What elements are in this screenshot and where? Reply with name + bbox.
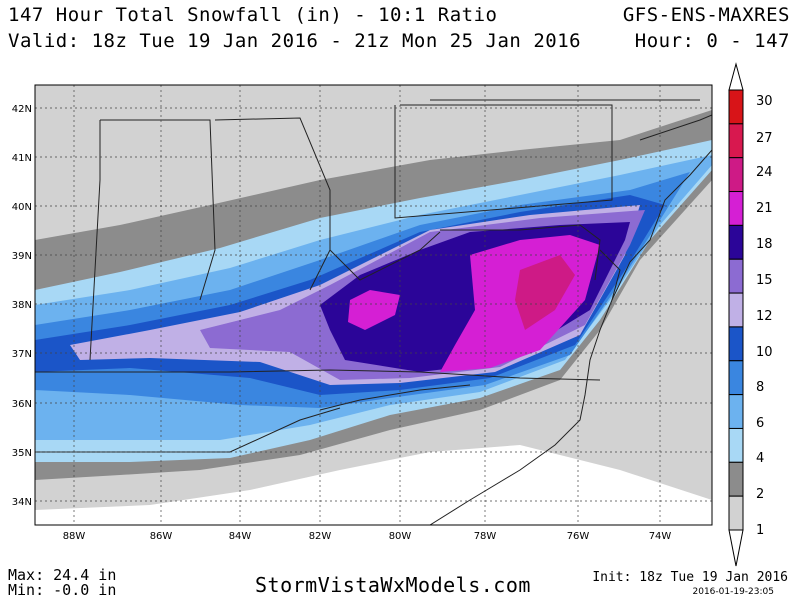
colorbar-swatch <box>728 427 744 463</box>
min-value: Min: -0.0 in <box>8 581 117 599</box>
colorbar-label: 6 <box>756 416 764 431</box>
lat-label: 35N <box>12 448 32 459</box>
lat-labels: 42N 41N 40N 39N 38N 37N 36N 35N 34N <box>12 104 32 508</box>
lat-label: 37N <box>12 349 32 360</box>
colorbar-label: 4 <box>756 451 764 466</box>
lat-label: 40N <box>12 202 32 213</box>
state-borders <box>35 99 712 453</box>
colorbar-label: 21 <box>756 201 773 216</box>
colorbar-label: 10 <box>756 345 773 360</box>
colorbar-top-arrow <box>728 62 744 91</box>
lon-labels: 88W 86W 84W 82W 80W 78W 76W 74W <box>63 531 672 542</box>
site-credit: StormVistaWxModels.com <box>255 573 531 597</box>
lat-label: 39N <box>12 251 32 262</box>
colorbar-swatch <box>728 326 744 362</box>
colorbar-label: 12 <box>756 309 773 324</box>
coastline <box>429 149 712 525</box>
generated-stamp: 2016-01-19-23:05 <box>692 587 775 597</box>
init-time: Init: 18z Tue 19 Jan 2016 <box>592 570 788 585</box>
lon-label: 80W <box>389 531 412 542</box>
colorbar-swatch <box>728 360 744 396</box>
colorbar-swatch <box>728 292 744 328</box>
lon-label: 78W <box>474 531 497 542</box>
colorbar-bottom-arrow <box>728 529 744 567</box>
lat-label: 42N <box>12 104 32 115</box>
lat-label: 41N <box>12 153 32 164</box>
colorbar-label: 2 <box>756 487 764 502</box>
colorbar-label: 24 <box>756 165 773 180</box>
colorbar-swatch <box>728 461 744 497</box>
forecast-hours: Hour: 0 - 147 <box>634 30 790 52</box>
lon-label: 76W <box>567 531 590 542</box>
lon-label: 88W <box>63 531 86 542</box>
colorbar-label: 18 <box>756 237 773 252</box>
lon-label: 74W <box>649 531 672 542</box>
band-24in <box>515 255 575 330</box>
lon-label: 84W <box>229 531 252 542</box>
band-21in-west <box>348 290 400 330</box>
lat-label: 36N <box>12 399 32 410</box>
colorbar-swatch <box>728 394 744 429</box>
colorbar-swatch <box>728 191 744 226</box>
colorbar-swatch <box>728 224 744 260</box>
valid-time: Valid: 18z Tue 19 Jan 2016 - 21z Mon 25 … <box>8 30 582 52</box>
colorbar-label: 30 <box>756 94 773 109</box>
max-value: Max: 24.4 in <box>8 566 117 584</box>
lat-label: 34N <box>12 497 32 508</box>
colorbar-swatch <box>728 89 744 125</box>
colorbar-swatch <box>728 123 744 159</box>
colorbar-swatch <box>728 495 744 531</box>
colorbar-label: 1 <box>756 523 764 538</box>
colorbar: 30 27 24 21 18 15 12 10 8 6 4 2 1 <box>728 62 773 567</box>
colorbar-label: 8 <box>756 380 764 395</box>
colorbar-label: 27 <box>756 131 773 146</box>
colorbar-swatch <box>728 157 744 193</box>
colorbar-label: 15 <box>756 273 773 288</box>
map-frame <box>34 84 713 526</box>
colorbar-swatch <box>728 258 744 294</box>
lon-label: 82W <box>309 531 332 542</box>
lon-label: 86W <box>150 531 173 542</box>
grid-lines <box>35 85 712 525</box>
map-title: 147 Hour Total Snowfall (in) - 10:1 Rati… <box>8 4 498 26</box>
lat-label: 38N <box>12 300 32 311</box>
model-name: GFS-ENS-MAXRES <box>622 4 790 26</box>
